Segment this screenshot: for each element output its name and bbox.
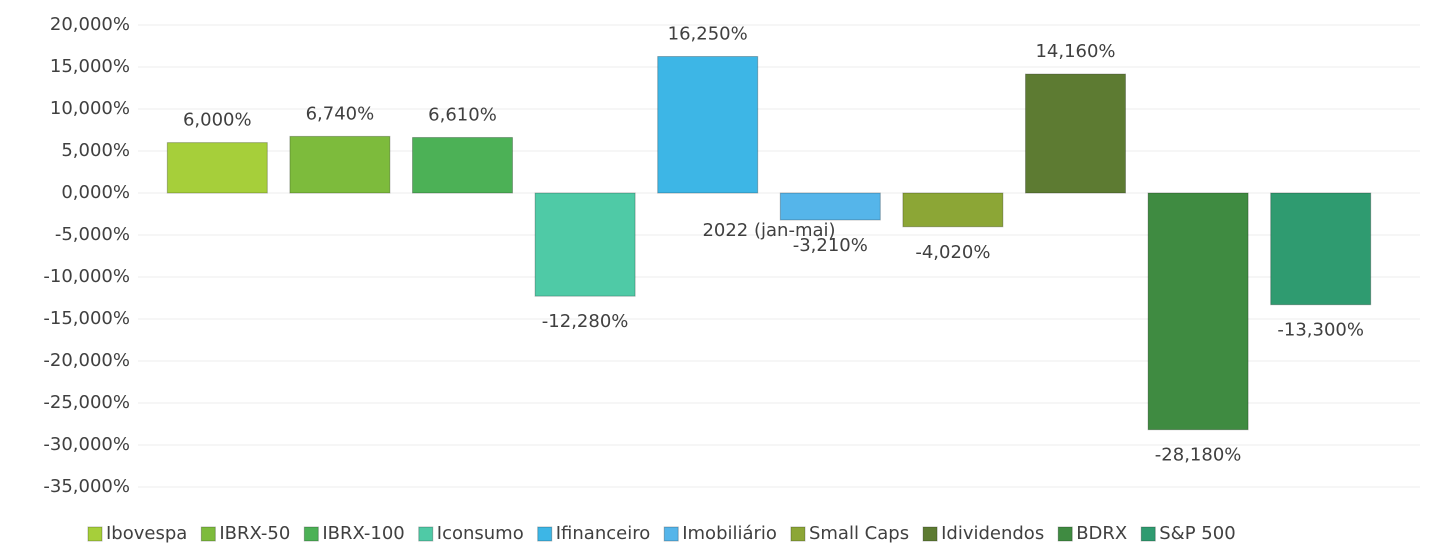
bar <box>289 135 391 194</box>
legend-swatch <box>922 526 938 542</box>
legend-swatch <box>1140 526 1156 542</box>
bar <box>779 192 881 221</box>
data-label: 14,160% <box>1035 41 1115 62</box>
y-tick-label: -35,000% <box>43 476 130 497</box>
legend-swatch <box>663 526 679 542</box>
legend-swatch <box>790 526 806 542</box>
data-label: -4,020% <box>915 242 990 263</box>
bar <box>657 56 759 194</box>
y-tick-label: 5,000% <box>61 140 130 161</box>
y-tick-label: 15,000% <box>50 56 130 77</box>
data-label: -3,210% <box>793 235 868 256</box>
legend-label: IBRX-100 <box>322 523 404 544</box>
legend-label: Ifinanceiro <box>556 523 650 544</box>
bar <box>412 136 513 194</box>
y-tick-label: -10,000% <box>43 266 130 287</box>
legend-label: Idividendos <box>941 523 1044 544</box>
legend-swatch <box>303 526 319 542</box>
y-tick-label: 10,000% <box>50 98 130 119</box>
data-label: 16,250% <box>668 24 748 45</box>
y-tick-label: -5,000% <box>55 224 130 245</box>
legend-label: Small Caps <box>809 523 909 544</box>
bar <box>534 192 636 297</box>
bar <box>902 192 1004 228</box>
legend-label: S&P 500 <box>1159 523 1235 544</box>
legend-swatch <box>418 526 434 542</box>
data-label: -28,180% <box>1155 445 1242 466</box>
y-tick-label: -30,000% <box>43 434 130 455</box>
bar <box>1147 192 1249 431</box>
legend-label: IBRX-50 <box>219 523 290 544</box>
data-label: 6,000% <box>183 110 252 131</box>
legend-label: BDRX <box>1076 523 1127 544</box>
data-label: 6,740% <box>306 103 375 124</box>
legend-label: Imobiliário <box>682 523 777 544</box>
bar <box>1025 73 1126 194</box>
y-tick-label: 0,000% <box>61 182 130 203</box>
y-tick-label: -25,000% <box>43 392 130 413</box>
legend-swatch <box>200 526 216 542</box>
legend-swatch <box>87 526 103 542</box>
legend-label: Iconsumo <box>437 523 524 544</box>
y-tick-label: -20,000% <box>43 350 130 371</box>
data-label: -13,300% <box>1277 320 1364 341</box>
data-label: -12,280% <box>542 311 629 332</box>
legend-label: Ibovespa <box>106 523 187 544</box>
data-label: 6,610% <box>428 104 497 125</box>
legend-swatch <box>537 526 553 542</box>
y-tick-label: 20,000% <box>50 14 130 35</box>
bar <box>1270 192 1372 306</box>
x-tick-label: 2022 (jan-mai) <box>702 220 835 241</box>
y-tick-label: -15,000% <box>43 308 130 329</box>
legend-swatch <box>1057 526 1073 542</box>
bar <box>166 142 268 194</box>
